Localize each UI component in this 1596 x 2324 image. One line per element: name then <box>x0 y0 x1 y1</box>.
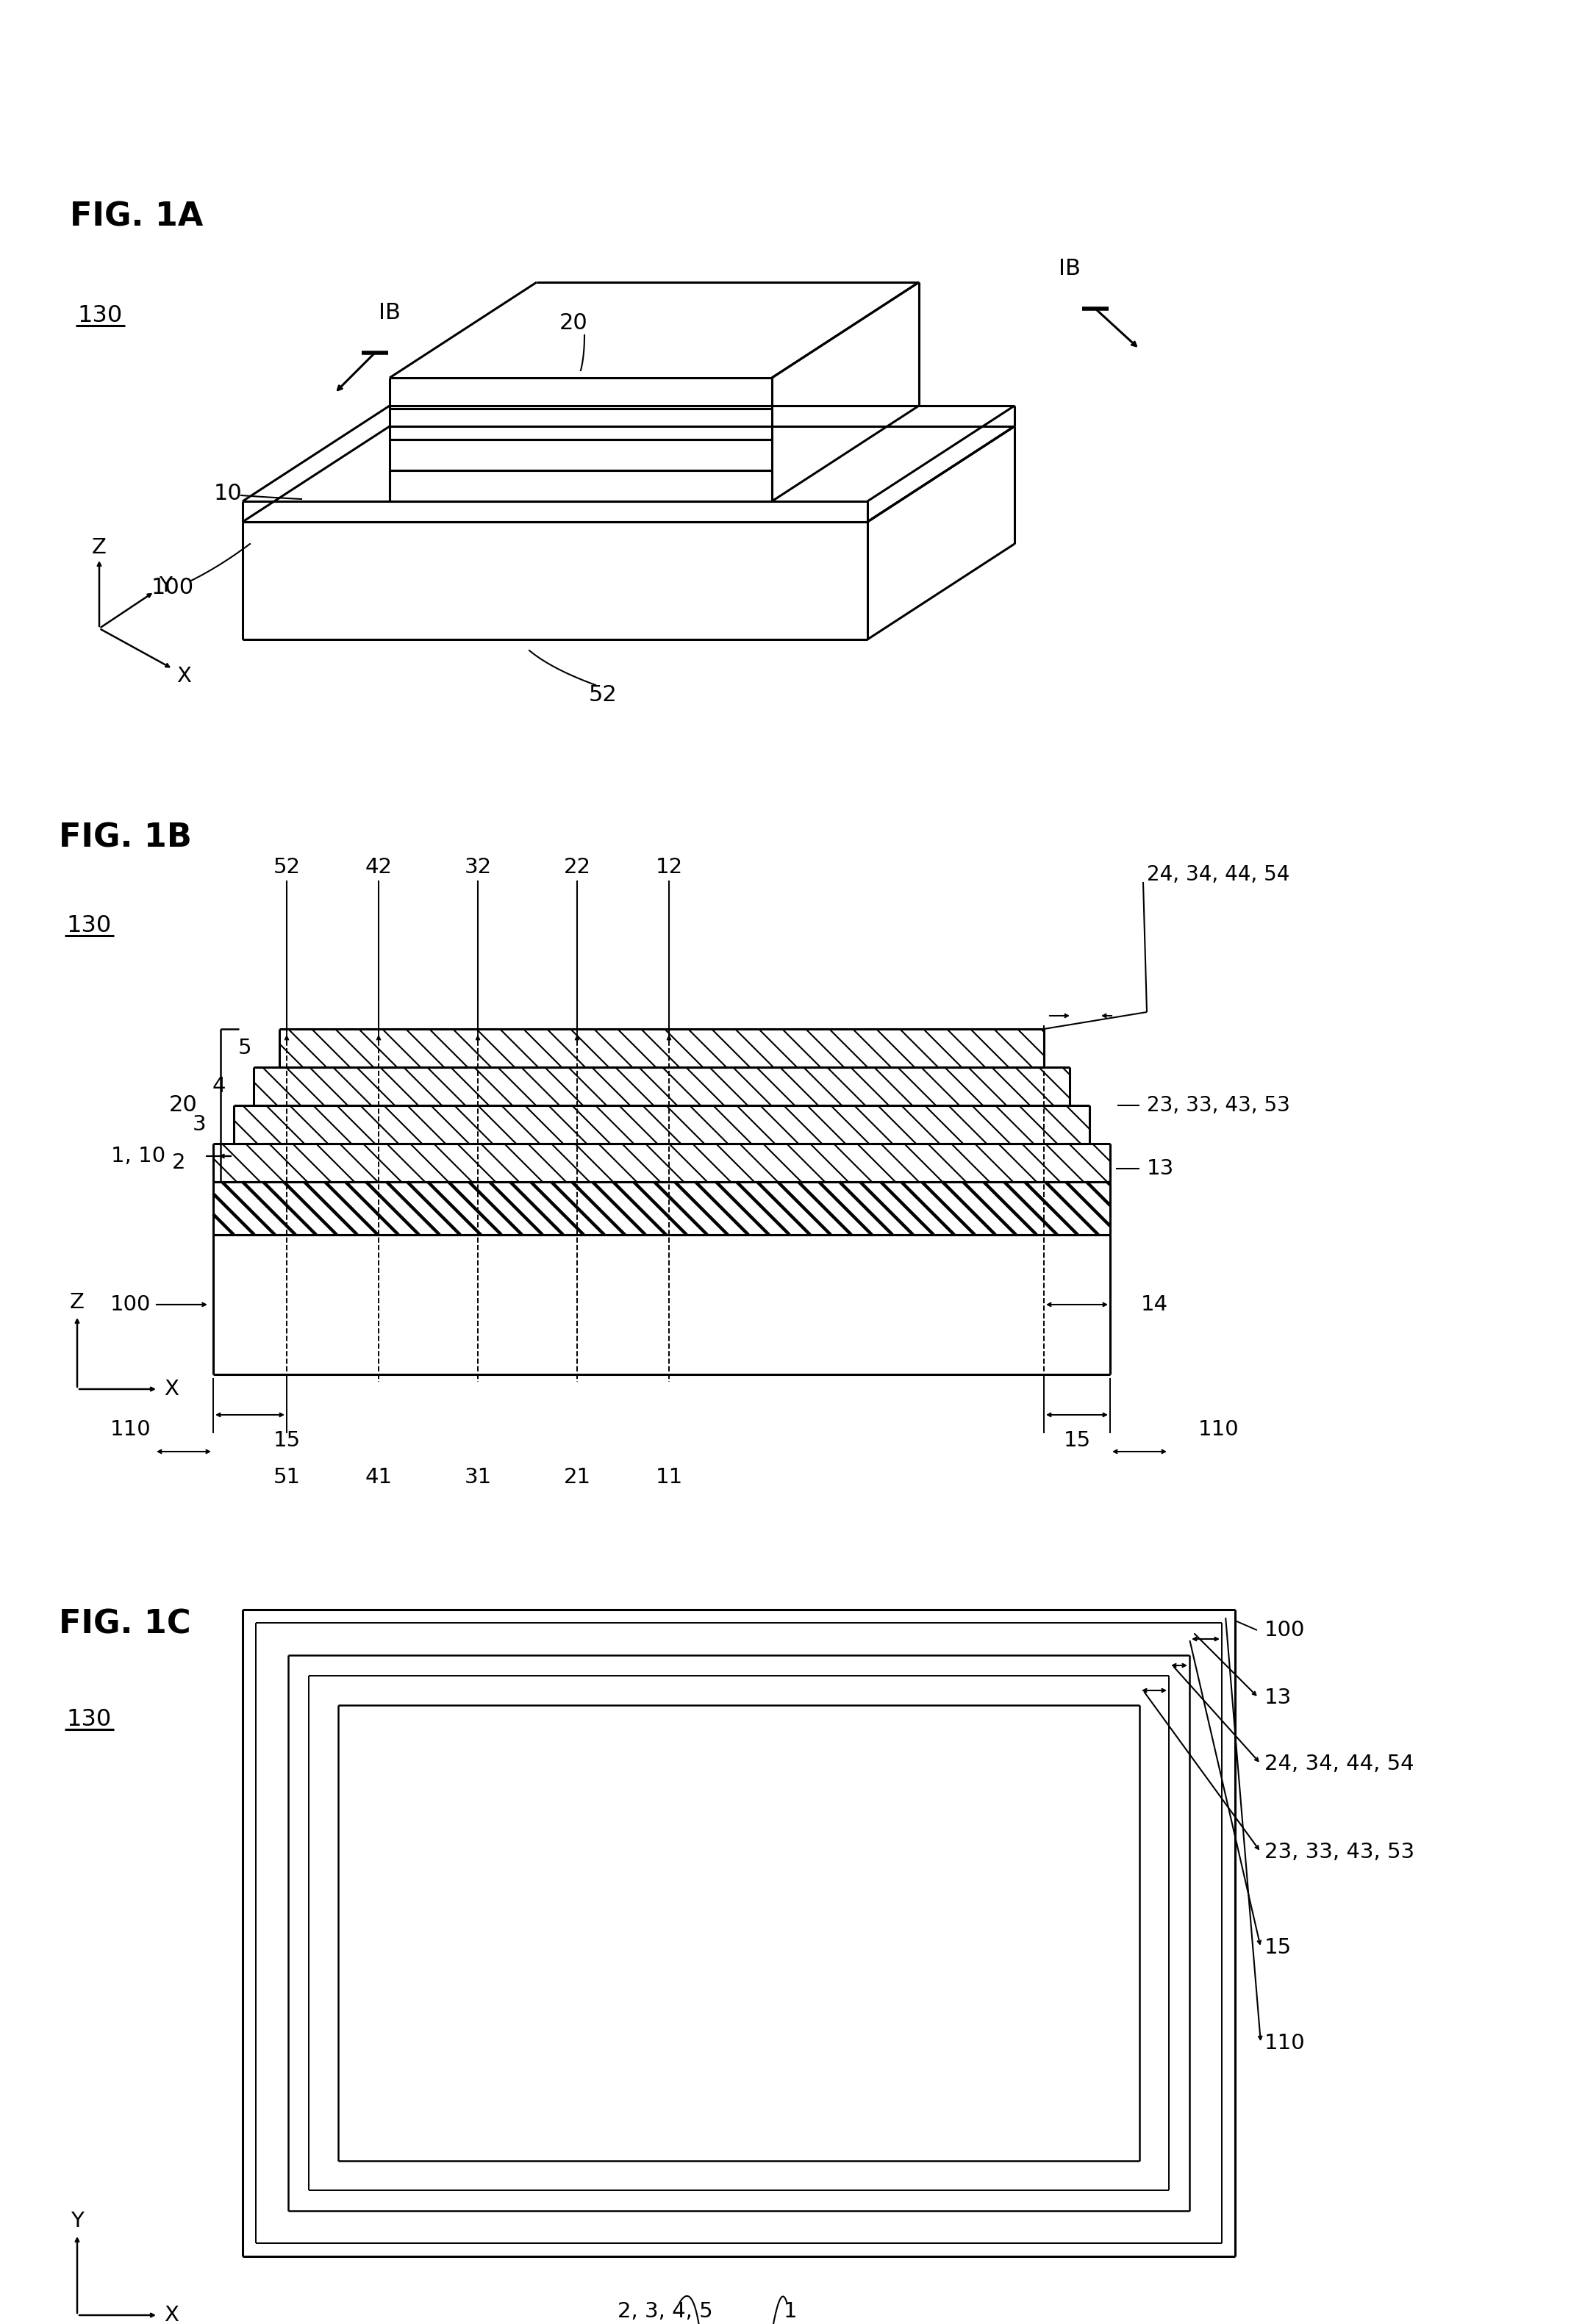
Text: 22: 22 <box>563 858 591 878</box>
Text: 21: 21 <box>563 1466 591 1487</box>
Text: 32: 32 <box>464 858 492 878</box>
Text: 13: 13 <box>1148 1157 1175 1178</box>
Text: 31: 31 <box>464 1466 492 1487</box>
Text: 42: 42 <box>365 858 393 878</box>
Text: X: X <box>177 667 192 686</box>
Text: 20: 20 <box>559 311 587 332</box>
Text: 10: 10 <box>214 483 243 504</box>
Text: 1: 1 <box>784 2301 796 2322</box>
Text: 130: 130 <box>65 1708 112 1731</box>
Text: 1, 10: 1, 10 <box>110 1146 166 1167</box>
Text: 23, 33, 43, 53: 23, 33, 43, 53 <box>1148 1095 1290 1116</box>
Text: 2: 2 <box>172 1153 185 1174</box>
Text: 4: 4 <box>212 1076 225 1097</box>
Text: 20: 20 <box>169 1095 196 1116</box>
Text: Z: Z <box>70 1292 85 1313</box>
Text: FIG. 1A: FIG. 1A <box>70 200 203 232</box>
Text: 11: 11 <box>656 1466 683 1487</box>
Text: 24, 34, 44, 54: 24, 34, 44, 54 <box>1148 865 1290 885</box>
Text: Z: Z <box>93 537 107 558</box>
Text: 13: 13 <box>1264 1687 1291 1708</box>
Text: 15: 15 <box>273 1429 300 1450</box>
Text: 110: 110 <box>110 1420 150 1441</box>
Text: 3: 3 <box>192 1113 206 1134</box>
Text: 15: 15 <box>1264 1938 1291 1959</box>
Text: IB: IB <box>378 302 401 323</box>
Text: 100: 100 <box>1264 1620 1306 1641</box>
Text: 5: 5 <box>238 1039 252 1057</box>
Text: FIG. 1B: FIG. 1B <box>59 823 192 853</box>
Text: X: X <box>164 1378 179 1399</box>
Text: 15: 15 <box>1063 1429 1090 1450</box>
Text: 41: 41 <box>365 1466 393 1487</box>
Text: Y: Y <box>160 576 172 595</box>
Text: 23, 33, 43, 53: 23, 33, 43, 53 <box>1264 1843 1414 1862</box>
Text: 52: 52 <box>589 683 618 704</box>
Text: 130: 130 <box>77 304 123 328</box>
Text: FIG. 1C: FIG. 1C <box>59 1608 192 1641</box>
Text: IB: IB <box>1058 258 1080 279</box>
Text: 14: 14 <box>1141 1294 1168 1315</box>
Text: 24, 34, 44, 54: 24, 34, 44, 54 <box>1264 1755 1414 1773</box>
Text: 110: 110 <box>1199 1420 1238 1441</box>
Text: 100: 100 <box>110 1294 150 1315</box>
Text: 110: 110 <box>1264 2034 1306 2054</box>
Text: X: X <box>164 2305 179 2324</box>
Text: Y: Y <box>70 2210 83 2231</box>
Text: 130: 130 <box>65 916 112 937</box>
Text: 12: 12 <box>656 858 683 878</box>
Text: 100: 100 <box>152 576 195 600</box>
Text: 51: 51 <box>273 1466 300 1487</box>
Text: 52: 52 <box>273 858 300 878</box>
Text: 2, 3, 4, 5: 2, 3, 4, 5 <box>618 2301 713 2322</box>
